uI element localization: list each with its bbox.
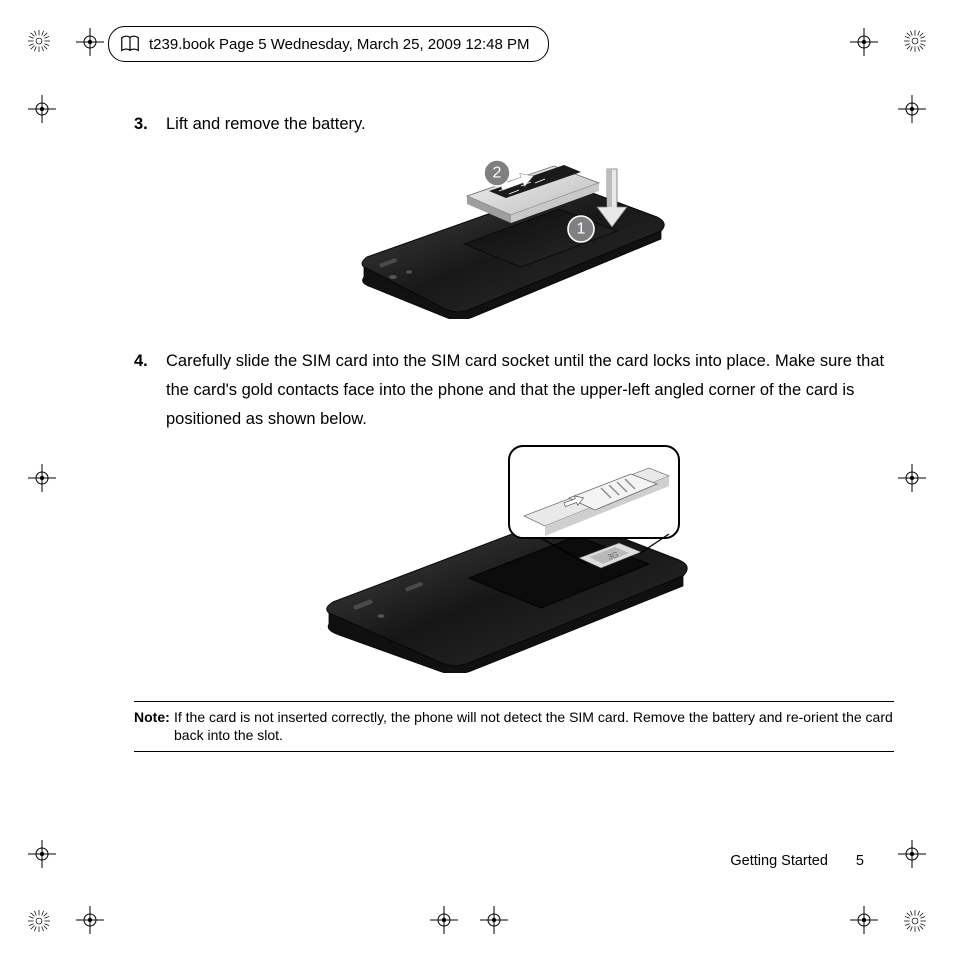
step-3: 3. Lift and remove the battery. (134, 110, 894, 139)
step-number: 4. (134, 347, 166, 376)
crop-mark-icon (28, 95, 56, 123)
callout-1: 1 (577, 220, 586, 237)
book-icon (119, 33, 141, 55)
document-header: t239.book Page 5 Wednesday, March 25, 20… (108, 26, 549, 62)
page-content: 3. Lift and remove the battery. (134, 110, 894, 752)
figure-battery-removal: 2 1 (134, 149, 894, 319)
crop-mark-icon (480, 906, 508, 934)
registration-mark-icon (904, 910, 926, 932)
footer-page-number: 5 (856, 853, 864, 869)
crop-mark-icon (28, 840, 56, 868)
document-header-text: t239.book Page 5 Wednesday, March 25, 20… (149, 36, 530, 53)
callout-2: 2 (493, 164, 502, 181)
crop-mark-icon (850, 906, 878, 934)
step-text: Carefully slide the SIM card into the SI… (166, 347, 894, 434)
note-label: Note: (134, 708, 174, 746)
registration-mark-icon (904, 30, 926, 52)
step-4: 4. Carefully slide the SIM card into the… (134, 347, 894, 434)
crop-mark-icon (898, 95, 926, 123)
footer-section: Getting Started (730, 853, 828, 869)
registration-mark-icon (28, 30, 50, 52)
crop-mark-icon (28, 464, 56, 492)
step-text: Lift and remove the battery. (166, 110, 894, 139)
step-number: 3. (134, 110, 166, 139)
page-footer: Getting Started 5 (730, 853, 864, 869)
registration-mark-icon (28, 910, 50, 932)
crop-mark-icon (898, 840, 926, 868)
crop-mark-icon (76, 28, 104, 56)
crop-mark-icon (76, 906, 104, 934)
note-text: If the card is not inserted correctly, t… (174, 708, 894, 746)
crop-mark-icon (850, 28, 878, 56)
crop-mark-icon (430, 906, 458, 934)
figure-sim-insertion: 3G (134, 438, 894, 673)
crop-mark-icon (898, 464, 926, 492)
note-block: Note: If the card is not inserted correc… (134, 701, 894, 753)
